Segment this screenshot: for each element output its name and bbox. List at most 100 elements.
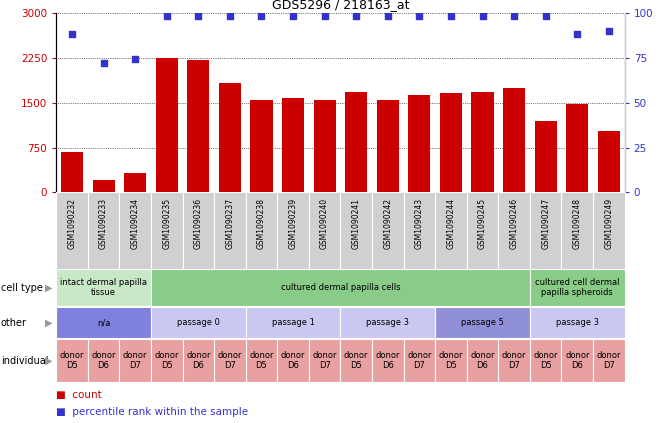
Text: donor
D5: donor D5 [155, 351, 179, 370]
Text: other: other [1, 318, 26, 327]
Bar [182, 192, 214, 269]
Text: GSM1090240: GSM1090240 [320, 198, 329, 249]
Text: donor
D5: donor D5 [439, 351, 463, 370]
Bar [598, 131, 620, 192]
Bar [277, 339, 309, 382]
Bar [88, 192, 120, 269]
Text: donor
D6: donor D6 [470, 351, 495, 370]
Bar [345, 92, 368, 192]
Bar [408, 96, 430, 192]
Bar [219, 83, 241, 192]
Bar [182, 339, 214, 382]
Text: donor
D7: donor D7 [407, 351, 432, 370]
Text: donor
D6: donor D6 [281, 351, 305, 370]
Bar [313, 100, 336, 192]
Bar [309, 192, 340, 269]
Text: GSM1090248: GSM1090248 [573, 198, 582, 249]
Text: GSM1090232: GSM1090232 [67, 198, 77, 249]
Bar [151, 307, 246, 338]
Text: donor
D7: donor D7 [597, 351, 621, 370]
Bar [372, 192, 404, 269]
Bar [498, 192, 530, 269]
Text: passage 5: passage 5 [461, 318, 504, 327]
Point [477, 13, 488, 20]
Bar [187, 60, 210, 192]
Text: cultured dermal papilla cells: cultured dermal papilla cells [281, 283, 400, 292]
Text: intact dermal papilla
tissue: intact dermal papilla tissue [60, 278, 147, 297]
Bar [404, 339, 435, 382]
Point [193, 13, 204, 20]
Text: ▶: ▶ [44, 318, 52, 327]
Bar [340, 192, 372, 269]
Point [383, 13, 393, 20]
Text: passage 3: passage 3 [366, 318, 409, 327]
Bar [56, 269, 151, 306]
Text: GSM1090241: GSM1090241 [352, 198, 361, 249]
Bar [246, 339, 277, 382]
Point [414, 13, 424, 20]
Text: GSM1090238: GSM1090238 [257, 198, 266, 249]
Bar [151, 192, 182, 269]
Bar [156, 58, 178, 192]
Text: ▶: ▶ [44, 283, 52, 293]
Text: GSM1090239: GSM1090239 [289, 198, 297, 249]
Bar [593, 192, 625, 269]
Text: passage 1: passage 1 [272, 318, 315, 327]
Text: ▶: ▶ [44, 356, 52, 365]
Bar [467, 339, 498, 382]
Bar [56, 307, 151, 338]
Point [509, 13, 520, 20]
Bar [435, 307, 530, 338]
Bar [377, 99, 399, 192]
Bar [467, 192, 498, 269]
Text: GSM1090247: GSM1090247 [541, 198, 550, 249]
Bar [214, 339, 246, 382]
Bar [61, 152, 83, 192]
Bar [309, 339, 340, 382]
Bar [56, 192, 88, 269]
Bar [404, 192, 435, 269]
Text: GSM1090243: GSM1090243 [415, 198, 424, 249]
Point [572, 31, 582, 38]
Text: passage 0: passage 0 [177, 318, 219, 327]
Point [256, 13, 267, 20]
Point [446, 13, 456, 20]
Text: donor
D6: donor D6 [186, 351, 211, 370]
Bar [561, 339, 593, 382]
Text: ■  count: ■ count [56, 390, 102, 401]
Bar [277, 192, 309, 269]
Bar [246, 192, 277, 269]
Text: donor
D6: donor D6 [375, 351, 400, 370]
Text: donor
D5: donor D5 [249, 351, 274, 370]
Text: GSM1090236: GSM1090236 [194, 198, 203, 249]
Text: donor
D7: donor D7 [217, 351, 242, 370]
Bar [530, 307, 625, 338]
Point [161, 13, 172, 20]
Text: cultured cell dermal
papilla spheroids: cultured cell dermal papilla spheroids [535, 278, 619, 297]
Bar [561, 192, 593, 269]
Bar [124, 173, 146, 192]
Text: GSM1090234: GSM1090234 [131, 198, 139, 249]
Point [98, 60, 109, 66]
Text: donor
D5: donor D5 [533, 351, 558, 370]
Bar [120, 339, 151, 382]
Bar [471, 92, 494, 192]
Bar [440, 93, 462, 192]
Bar [251, 99, 272, 192]
Text: donor
D5: donor D5 [344, 351, 368, 370]
Text: GSM1090244: GSM1090244 [446, 198, 455, 249]
Point [288, 13, 298, 20]
Bar [340, 339, 372, 382]
Point [603, 27, 614, 34]
Point [541, 13, 551, 20]
Bar [151, 269, 530, 306]
Text: GSM1090233: GSM1090233 [99, 198, 108, 249]
Text: GSM1090237: GSM1090237 [225, 198, 235, 249]
Bar [498, 339, 530, 382]
Text: n/a: n/a [97, 318, 110, 327]
Point [130, 56, 140, 63]
Text: donor
D7: donor D7 [502, 351, 526, 370]
Text: cell type: cell type [1, 283, 42, 293]
Text: donor
D6: donor D6 [91, 351, 116, 370]
Bar [372, 339, 404, 382]
